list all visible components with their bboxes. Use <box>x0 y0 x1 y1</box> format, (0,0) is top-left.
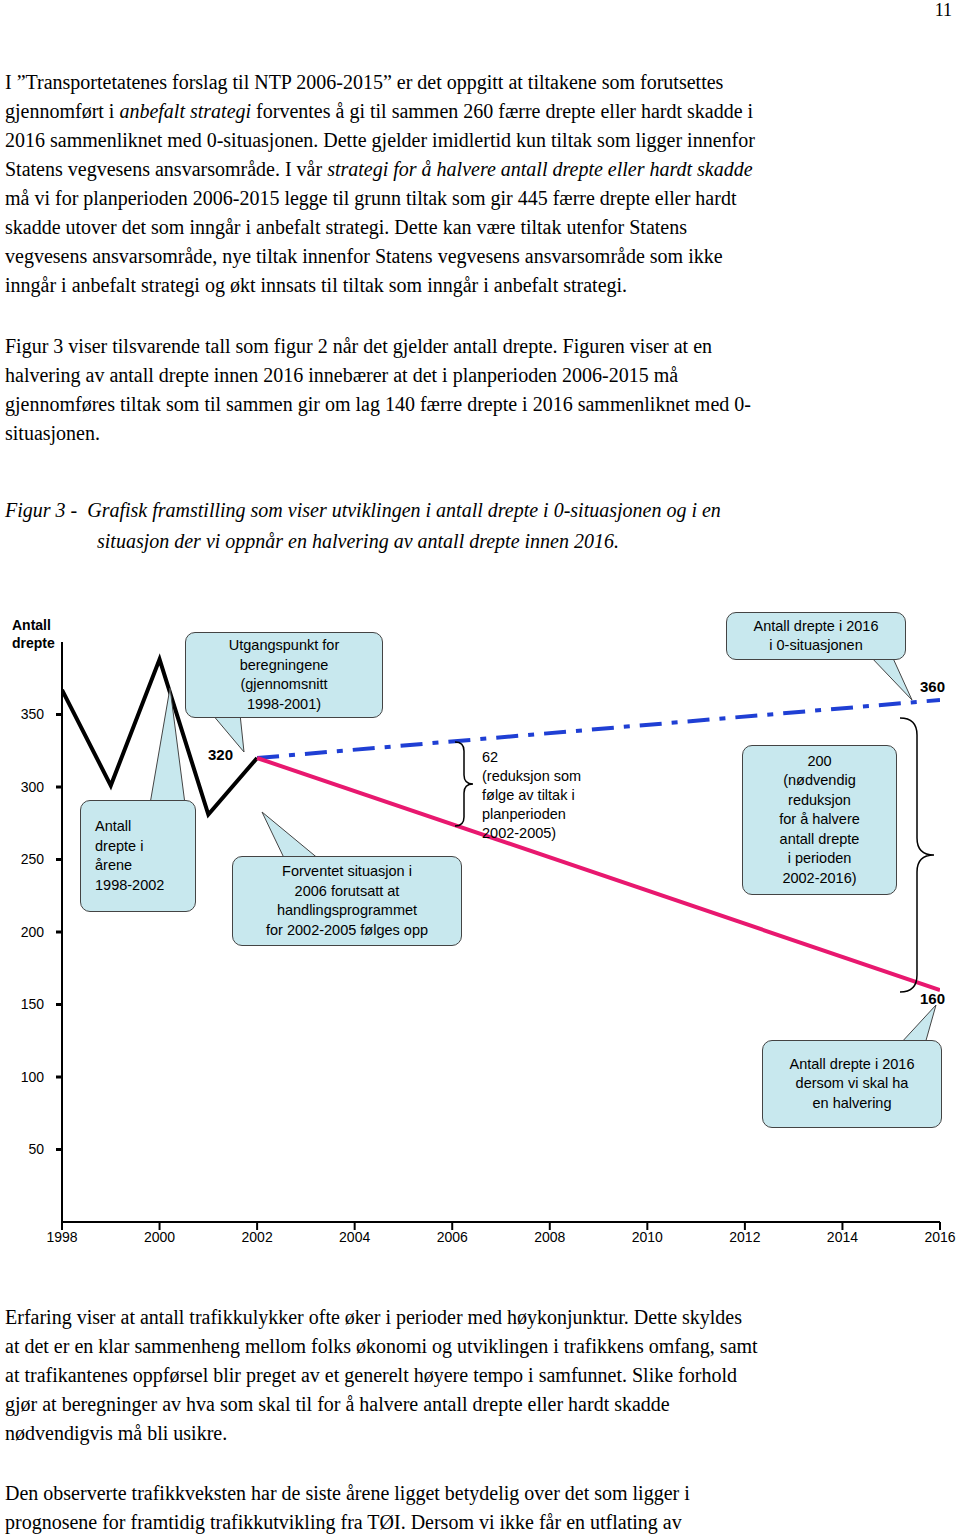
html-text:reduksjon: reduksjon <box>788 791 851 808</box>
html-text:Erfaring viser at antall trafi: Erfaring viser at antall trafikkulykker … <box>5 1306 742 1328</box>
html-text:Statens vegvesens ansvarsområd: Statens vegvesens ansvarsområde. I vår s… <box>5 158 753 180</box>
html-text:Den observerte trafikkveksten: Den observerte trafikkveksten har de sis… <box>5 1482 690 1504</box>
html-text:at trafikantenes oppførsel bli: at trafikantenes oppførsel blir preget a… <box>5 1364 737 1386</box>
svg-text:2016: 2016 <box>924 1229 952 1245</box>
svg-text:2004: 2004 <box>339 1229 370 1245</box>
svg-text:350: 350 <box>21 706 45 722</box>
html-text:en halvering: en halvering <box>812 1094 892 1111</box>
html-text:1998-2001): 1998-2001) <box>246 695 322 712</box>
svg-text:2012: 2012 <box>729 1229 760 1245</box>
html-text:årene: årene <box>95 857 133 873</box>
html-text:Antall: Antall <box>95 818 132 834</box>
html-text:antall drepte: antall drepte <box>779 830 860 847</box>
html-text:handlingsprogrammet: handlingsprogrammet <box>276 902 418 918</box>
html-text:320: 320 <box>208 746 233 763</box>
html-text:gjennomføres tiltak som til sa: gjennomføres tiltak som til sammen gir o… <box>5 393 751 415</box>
html-text:Figur 3 - Grafisk framstilling: Figur 3 - Grafisk framstilling som viser… <box>5 499 721 521</box>
svg-text:200: 200 <box>21 924 45 940</box>
html-text:11: 11 <box>934 0 952 20</box>
svg-text:150: 150 <box>21 996 45 1012</box>
html-text:2006 forutsatt at: 2006 forutsatt at <box>294 882 400 899</box>
html-text:Antall drepte i 2016: Antall drepte i 2016 <box>753 617 879 634</box>
html-text:beregningene: beregningene <box>239 656 329 673</box>
svg-text:2010: 2010 <box>632 1229 663 1245</box>
svg-text:100: 100 <box>21 1069 45 1085</box>
html-text:for 2002-2005 følges opp: for 2002-2005 følges opp <box>266 921 428 938</box>
html-text:Utgangspunkt for: Utgangspunkt for <box>228 637 340 653</box>
html-text:Forventet situasjon i: Forventet situasjon i <box>282 863 412 879</box>
html-text:prognosene for framtidig trafi: prognosene for framtidig trafikkutviklin… <box>5 1511 682 1533</box>
html-text:Figur 3 viser tilsvarende tall: Figur 3 viser tilsvarende tall som figur… <box>5 335 712 357</box>
svg-text:2014: 2014 <box>827 1229 858 1245</box>
svg-text:2002: 2002 <box>242 1229 273 1245</box>
svg-text:250: 250 <box>21 851 45 867</box>
svg-text:300: 300 <box>21 779 45 795</box>
html-text:situasjon der vi oppnår en hal: situasjon der vi oppnår en halvering av … <box>97 530 619 552</box>
html-text:I ”Transportetatenes forslag t: I ”Transportetatenes forslag til NTP 200… <box>5 71 724 93</box>
html-text:situasjonen.: situasjonen. <box>5 422 100 444</box>
html-text:gjør at beregninger av hva som: gjør at beregninger av hva som skal til … <box>5 1393 670 1415</box>
html-text:planperioden: planperioden <box>482 806 566 822</box>
svg-text:2008: 2008 <box>534 1229 565 1245</box>
html-text:inngår i anbefalt strategi og: inngår i anbefalt strategi og økt innsat… <box>5 274 628 296</box>
svg-text:1998: 1998 <box>46 1229 77 1245</box>
html-text:dersom vi skal ha: dersom vi skal ha <box>795 1075 909 1092</box>
html-text:360: 360 <box>920 678 945 695</box>
html-text:at det er en klar sammenheng m: at det er en klar sammenheng mellom folk… <box>5 1335 758 1357</box>
html-text:(reduksjon som: (reduksjon som <box>482 768 582 784</box>
html-text:2002-2016): 2002-2016) <box>782 869 857 886</box>
svg-text:2000: 2000 <box>144 1229 175 1245</box>
svg-text:50: 50 <box>28 1141 44 1157</box>
html-text:skadde utover det som inngår i: skadde utover det som inngår i anbefalt … <box>5 216 687 238</box>
html-text:drepte i: drepte i <box>95 837 144 854</box>
html-text:i perioden: i perioden <box>787 850 852 867</box>
html-text:2002-2005): 2002-2005) <box>482 825 557 841</box>
html-text:gjennomført i anbefalt strateg: gjennomført i anbefalt strategi forvente… <box>5 100 754 122</box>
html-text:nødvendigvis må bli usikre.: nødvendigvis må bli usikre. <box>5 1422 228 1444</box>
html-text:(gjennomsnitt: (gjennomsnitt <box>240 676 328 692</box>
html-text:Antall drepte i 2016: Antall drepte i 2016 <box>789 1055 915 1072</box>
html-text:halvering av antall drepte inn: halvering av antall drepte innen 2016 in… <box>5 364 679 386</box>
html-text:vegvesens ansvarsområde, nye t: vegvesens ansvarsområde, nye tiltak inne… <box>5 245 723 267</box>
html-text:Antall drepte: Antall drepte <box>12 617 55 651</box>
html-text:må vi for planperioden 2006-20: må vi for planperioden 2006-2015 legge t… <box>5 187 737 209</box>
html-text:200: 200 <box>807 752 832 769</box>
html-text:i 0-situasjonen: i 0-situasjonen <box>769 637 863 653</box>
html-text:62: 62 <box>482 749 499 765</box>
html-text:1998-2002: 1998-2002 <box>95 876 165 893</box>
svg-text:2006: 2006 <box>437 1229 468 1245</box>
html-text:for å halvere: for å halvere <box>779 811 860 828</box>
html-text:(nødvendig: (nødvendig <box>783 772 856 789</box>
html-text:160: 160 <box>920 990 945 1007</box>
html-text:følge av tiltak i: følge av tiltak i <box>482 787 575 803</box>
html-text:2016 sammenliknet med 0-situas: 2016 sammenliknet med 0-situasjonen. Det… <box>5 129 755 151</box>
